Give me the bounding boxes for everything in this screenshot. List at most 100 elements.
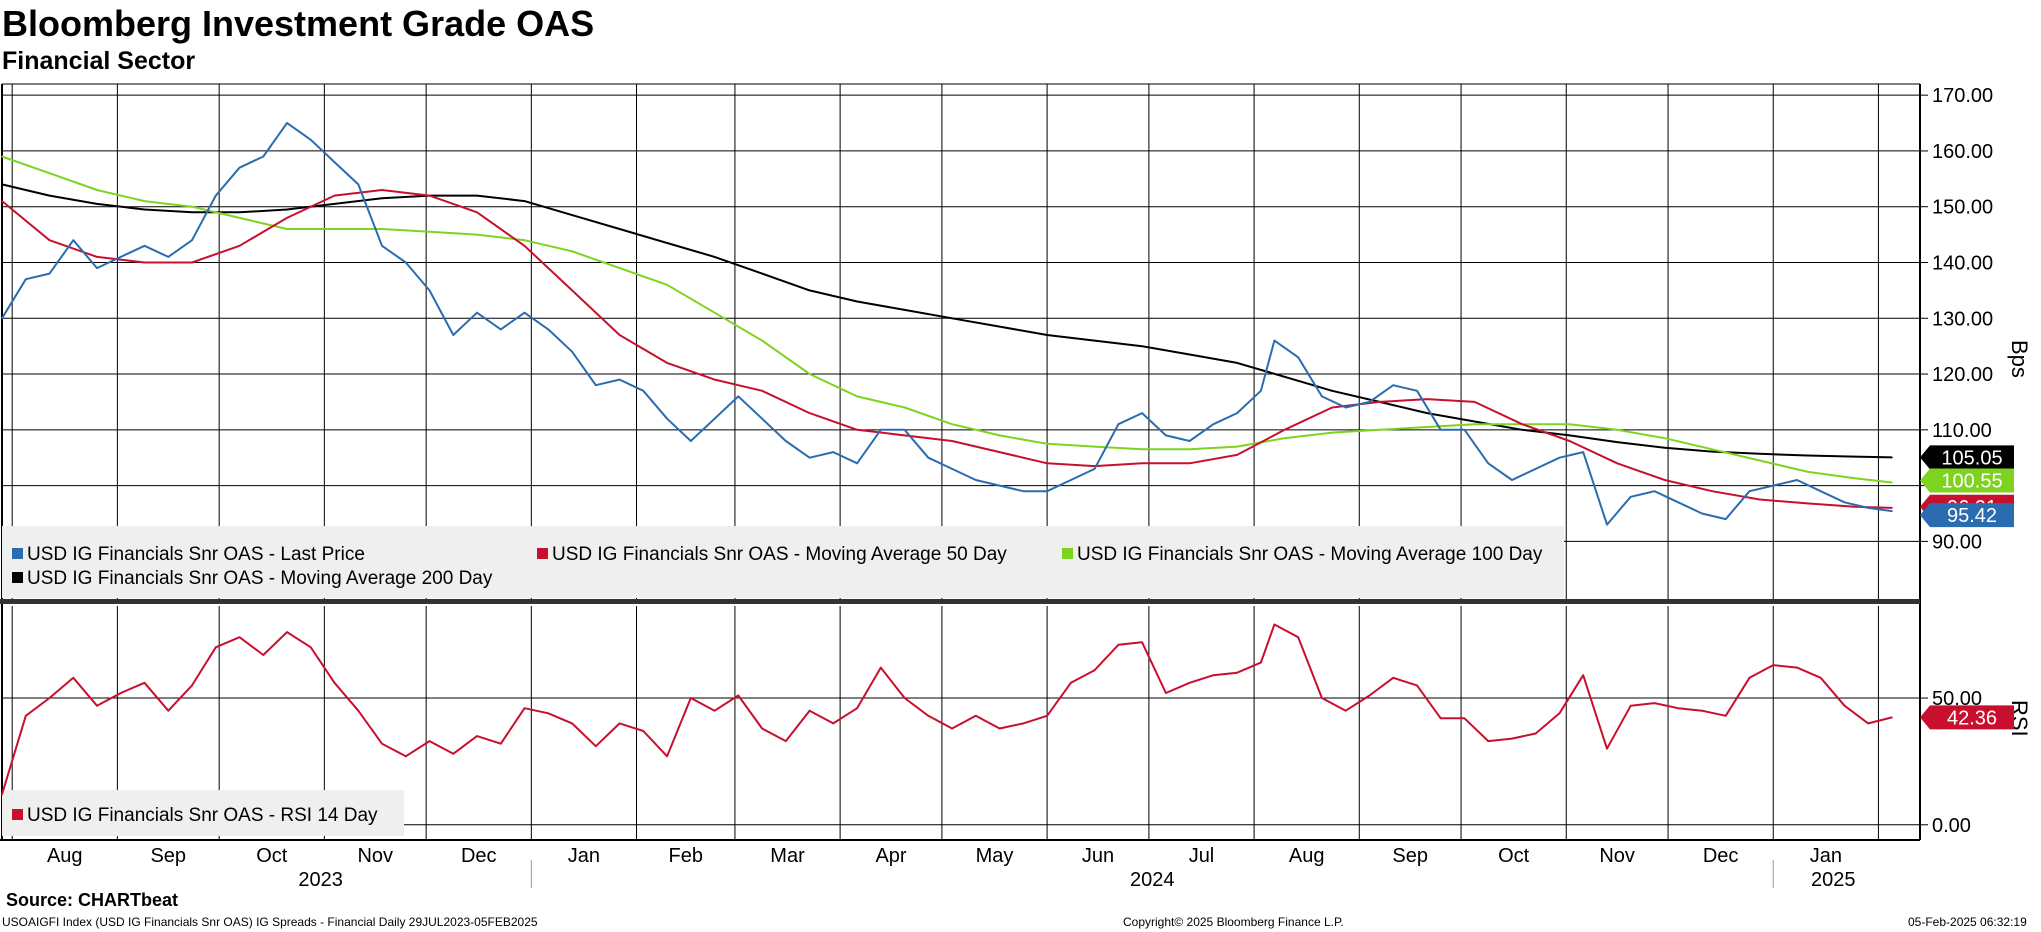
data-point bbox=[238, 217, 241, 219]
data-point bbox=[286, 122, 288, 124]
value-tag-shape bbox=[1920, 705, 2014, 730]
legend-swatch bbox=[1062, 548, 1073, 559]
data-point bbox=[690, 440, 692, 442]
data-point bbox=[143, 208, 146, 211]
y-tick-label-upper: 110.00 bbox=[1932, 420, 1992, 442]
legend-label: USD IG Financials Snr OAS - Moving Avera… bbox=[27, 568, 493, 589]
data-point bbox=[761, 417, 763, 420]
data-point bbox=[428, 231, 431, 233]
x-tick-label-month: Mar bbox=[770, 845, 805, 867]
data-point bbox=[1260, 389, 1262, 392]
data-point bbox=[1606, 523, 1608, 526]
data-point bbox=[713, 378, 716, 381]
data-point bbox=[1378, 401, 1381, 403]
timestamp: 05-Feb-2025 06:32:19 bbox=[1908, 915, 2027, 929]
last-value-price: 95.42 bbox=[1920, 503, 2014, 528]
data-point bbox=[951, 468, 953, 470]
data-point bbox=[143, 244, 146, 247]
data-point bbox=[333, 682, 336, 684]
data-point bbox=[785, 440, 787, 442]
data-point bbox=[642, 730, 645, 732]
data-point bbox=[1487, 740, 1490, 742]
data-point bbox=[191, 211, 193, 214]
data-point bbox=[571, 289, 573, 292]
data-point bbox=[1663, 446, 1666, 449]
y-tick-label-upper: 120.00 bbox=[1932, 364, 1993, 386]
data-point bbox=[286, 217, 288, 219]
data-point bbox=[1344, 709, 1347, 712]
data-point bbox=[808, 373, 811, 375]
legend-label: USD IG Financials Snr OAS - Last Price bbox=[27, 544, 365, 565]
data-point bbox=[381, 197, 383, 200]
data-point bbox=[618, 267, 621, 269]
last-value-ma100: 100.55 bbox=[1920, 468, 2014, 493]
data-point bbox=[618, 722, 621, 725]
data-point bbox=[1568, 440, 1571, 442]
chart-subtitle: Financial Sector bbox=[2, 47, 196, 75]
data-point bbox=[998, 727, 1001, 730]
data-point bbox=[1046, 462, 1048, 465]
data-point bbox=[571, 722, 573, 725]
data-point bbox=[808, 289, 811, 292]
data-point bbox=[1796, 479, 1798, 481]
data-point bbox=[1663, 437, 1666, 439]
series-upper-3 bbox=[1, 183, 1893, 459]
x-tick-label-month: Apr bbox=[875, 845, 906, 867]
data-point bbox=[1093, 468, 1096, 470]
data-point bbox=[1748, 676, 1751, 679]
data-point bbox=[1273, 339, 1276, 342]
data-point bbox=[713, 417, 716, 420]
legend-swatch bbox=[12, 548, 23, 559]
data-point bbox=[309, 138, 312, 141]
data-point bbox=[1283, 376, 1286, 378]
series-line bbox=[1, 183, 1893, 459]
data-point bbox=[1141, 448, 1143, 451]
y-tick-label-upper: 160.00 bbox=[1932, 141, 1993, 163]
data-point bbox=[1473, 420, 1476, 423]
data-point bbox=[381, 244, 383, 247]
data-point bbox=[523, 311, 526, 314]
data-point bbox=[1463, 717, 1466, 720]
data-point bbox=[1473, 423, 1476, 426]
y-tick-label-upper: 150.00 bbox=[1932, 197, 1993, 219]
last-value-ma200: 105.05 bbox=[1920, 445, 2014, 470]
data-point bbox=[713, 709, 716, 712]
data-point bbox=[1616, 441, 1618, 443]
data-point bbox=[191, 205, 193, 208]
value-tag-label: 100.55 bbox=[1941, 471, 2002, 493]
gridlines bbox=[2, 84, 1928, 840]
data-point bbox=[1582, 674, 1585, 677]
data-point bbox=[1392, 676, 1395, 679]
data-point bbox=[618, 334, 621, 336]
data-point bbox=[927, 714, 930, 717]
x-tick-label-year: 2023 bbox=[298, 869, 343, 891]
data-point bbox=[1758, 459, 1761, 462]
data-point bbox=[713, 256, 716, 258]
data-point bbox=[48, 172, 51, 175]
data-point bbox=[1236, 362, 1238, 364]
data-point bbox=[357, 183, 360, 186]
data-point bbox=[499, 328, 502, 331]
data-point bbox=[1843, 501, 1846, 504]
data-point bbox=[1022, 722, 1025, 725]
data-point bbox=[1582, 451, 1585, 453]
x-tick-label-month: Feb bbox=[668, 845, 702, 867]
data-point bbox=[428, 289, 431, 292]
data-point bbox=[452, 753, 455, 755]
data-point bbox=[238, 211, 241, 214]
data-point bbox=[1141, 641, 1143, 644]
data-point bbox=[1748, 490, 1751, 492]
x-tick-label-month: Jan bbox=[568, 845, 600, 867]
data-point bbox=[1426, 398, 1428, 400]
data-point bbox=[1188, 353, 1191, 356]
data-point bbox=[975, 714, 977, 717]
x-tick-label-month: Jan bbox=[1810, 845, 1842, 867]
legend-label: USD IG Financials Snr OAS - Moving Avera… bbox=[552, 544, 1007, 565]
data-point bbox=[1606, 747, 1608, 750]
data-point bbox=[1141, 345, 1143, 347]
data-point bbox=[333, 194, 336, 197]
data-point bbox=[1534, 468, 1537, 470]
data-point bbox=[1046, 714, 1048, 717]
data-point bbox=[523, 707, 526, 709]
